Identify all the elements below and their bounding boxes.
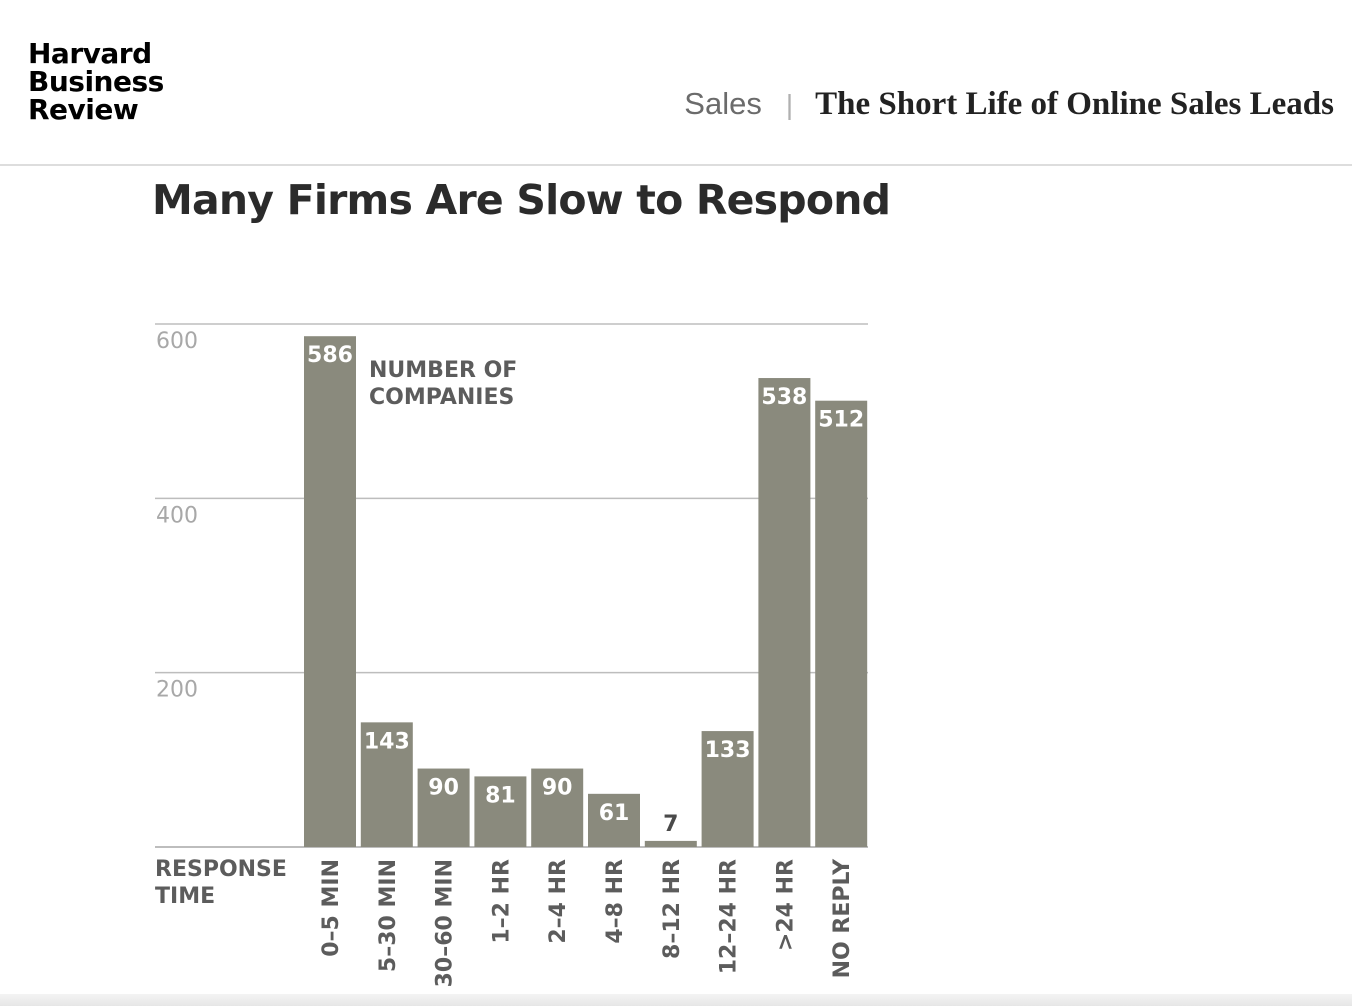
x-axis-title: RESPONSE xyxy=(155,857,287,882)
y-tick-label: 400 xyxy=(156,503,198,528)
breadcrumb: Sales | The Short Life of Online Sales L… xyxy=(684,86,1334,123)
bar xyxy=(815,400,868,847)
data-label: 7 xyxy=(663,812,678,837)
data-label: 133 xyxy=(705,738,751,763)
logo-line-1: Harvard xyxy=(28,37,152,70)
series-annotation: COMPANIES xyxy=(369,385,514,410)
article-title-link[interactable]: The Short Life of Online Sales Leads xyxy=(815,86,1334,122)
section-link[interactable]: Sales xyxy=(684,86,762,121)
data-label: 538 xyxy=(761,385,807,410)
data-label: 90 xyxy=(428,776,459,801)
y-tick-label: 600 xyxy=(156,329,198,354)
bar xyxy=(588,793,640,847)
data-label: 90 xyxy=(542,776,573,801)
data-label: 143 xyxy=(364,729,410,754)
hbr-logo[interactable]: Harvard Business Review xyxy=(28,40,164,124)
data-label: 586 xyxy=(307,343,353,368)
breadcrumb-separator: | xyxy=(785,89,794,120)
x-tick-label: 0–5 MIN xyxy=(319,859,344,957)
data-label: 81 xyxy=(485,783,516,808)
x-tick-label: 5–30 MIN xyxy=(376,859,401,972)
y-tick-label: 200 xyxy=(156,678,198,703)
bar xyxy=(701,731,754,847)
x-tick-label: 8–12 HR xyxy=(660,859,685,959)
x-tick-label: >24 HR xyxy=(773,859,798,951)
bar xyxy=(644,840,697,847)
bar xyxy=(531,768,584,847)
bar xyxy=(417,768,470,847)
x-tick-label: 1–2 HR xyxy=(489,859,514,944)
x-tick-label: 4–8 HR xyxy=(603,859,628,944)
x-tick-label: 2–4 HR xyxy=(546,859,571,944)
bar xyxy=(474,776,527,847)
logo-line-2: Business xyxy=(28,65,164,98)
series-annotation: NUMBER OF xyxy=(369,358,517,383)
bar xyxy=(304,336,356,847)
data-label: 61 xyxy=(599,801,630,826)
x-tick-label: 30–60 MIN xyxy=(433,859,458,987)
x-axis-title: TIME xyxy=(155,884,215,909)
chart-title: Many Firms Are Slow to Respond xyxy=(152,176,891,224)
x-tick-label: 12–24 HR xyxy=(717,859,742,974)
data-label: 512 xyxy=(818,408,864,433)
logo-line-3: Review xyxy=(28,93,139,126)
footer-bar xyxy=(0,994,1352,1006)
bar xyxy=(758,378,811,847)
bar xyxy=(360,722,413,847)
site-header: Harvard Business Review Sales | The Shor… xyxy=(0,0,1352,166)
x-tick-label: NO REPLY xyxy=(830,858,855,978)
